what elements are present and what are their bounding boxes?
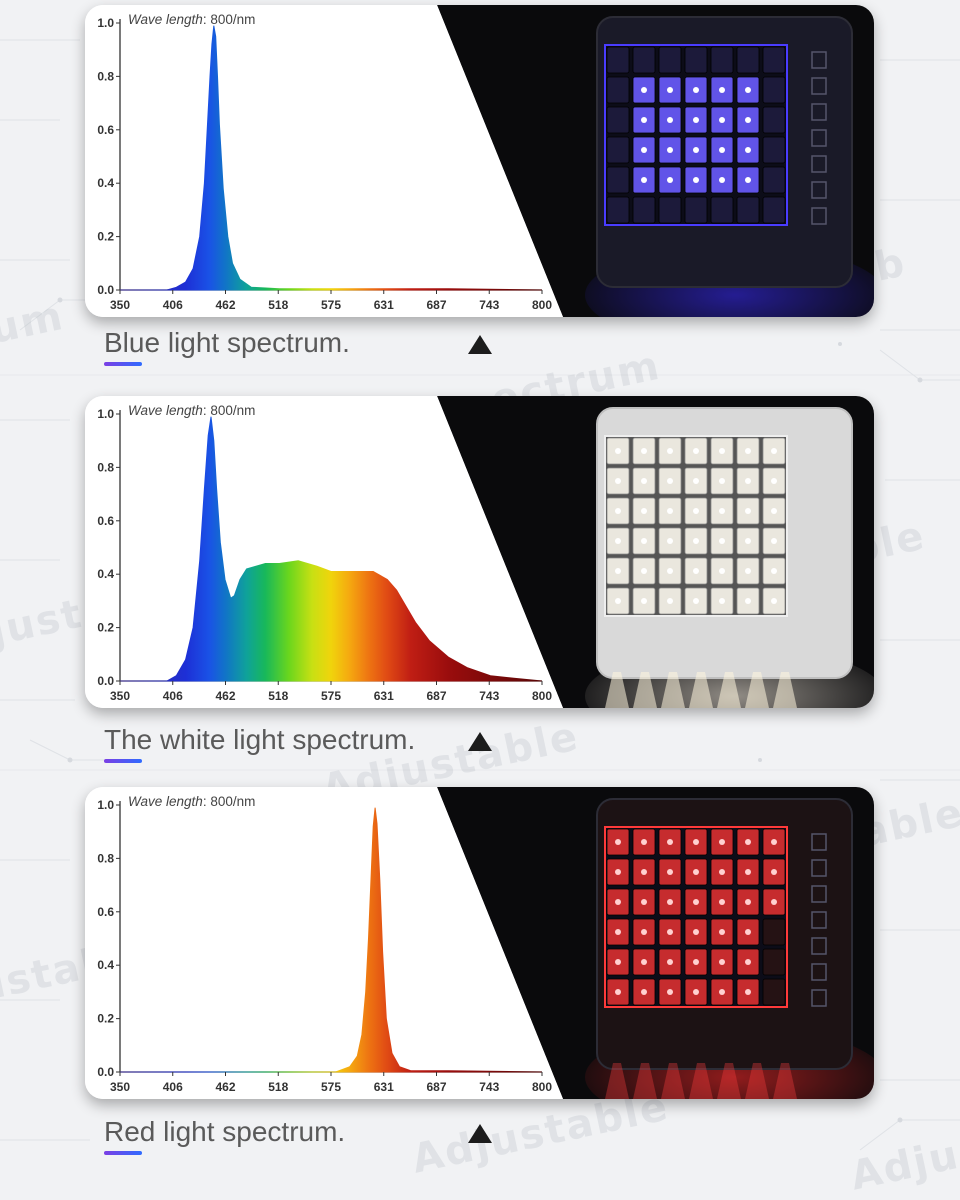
y-tick-label: 0.2 [97, 621, 114, 635]
x-tick-label: 406 [163, 689, 183, 703]
spectrum-chart-red: 0.0 0.2 0.4 0.6 0.8 1.0 350 406 462 518 575 631 687 7… [85, 787, 874, 1099]
caption-red-spectrum: Red light spectrum. [104, 1116, 346, 1147]
spectrum-card-white: 0.0 0.2 0.4 0.6 0.8 1.0 350 406 462 518 575 631 687 7… [85, 396, 874, 708]
spectrum-chart-blue: 0.0 0.2 0.4 0.6 0.8 1.0 350 406 462 518 575 631 687 7… [85, 5, 874, 317]
x-tick-label: 462 [215, 1080, 235, 1094]
x-tick-label: 631 [374, 1080, 394, 1094]
y-tick-label: 0.0 [97, 1065, 114, 1079]
watermark-text: um [0, 292, 69, 354]
y-tick-label: 0.0 [97, 674, 114, 688]
x-tick-label: 462 [215, 689, 235, 703]
x-tick-label: 350 [110, 689, 130, 703]
x-tick-label: 743 [479, 1080, 499, 1094]
y-tick-label: 0.4 [97, 567, 114, 581]
x-tick-label: 350 [110, 298, 130, 312]
x-tick-label: 800 [532, 689, 552, 703]
x-tick-label: 406 [163, 1080, 183, 1094]
spectrum-card-blue: 0.0 0.2 0.4 0.6 0.8 1.0 350 406 462 518 575 631 687 7… [85, 5, 874, 317]
blue-led-grow-light-photo [437, 5, 874, 317]
white-led-grow-light-photo [437, 396, 874, 708]
spectrum-card-red: 0.0 0.2 0.4 0.6 0.8 1.0 350 406 462 518 575 631 687 7… [85, 787, 874, 1099]
x-tick-label: 462 [215, 298, 235, 312]
x-tick-label: 631 [374, 298, 394, 312]
x-tick-label: 575 [321, 298, 341, 312]
x-tick-label: 575 [321, 689, 341, 703]
y-tick-label: 0.4 [97, 958, 114, 972]
x-tick-label: 518 [268, 1080, 288, 1094]
up-triangle-icon [468, 1124, 492, 1143]
caption-white-spectrum: The white light spectrum. [104, 724, 416, 755]
y-tick-label: 0.6 [97, 514, 114, 528]
wave-length-label: Wave length: 800/nm [128, 403, 255, 418]
x-tick-label: 518 [268, 689, 288, 703]
watermark-text: Adjus [846, 1126, 960, 1200]
y-tick-label: 0.8 [97, 460, 114, 474]
red-led-grow-light-photo [437, 787, 874, 1099]
y-tick-label: 0.2 [97, 1012, 114, 1026]
x-tick-label: 743 [479, 298, 499, 312]
y-tick-label: 0.8 [97, 69, 114, 83]
wave-length-label: Wave length: 800/nm [128, 12, 255, 27]
y-tick-label: 0.4 [97, 176, 114, 190]
x-tick-label: 350 [110, 1080, 130, 1094]
y-tick-label: 0.8 [97, 851, 114, 865]
y-tick-label: 1.0 [97, 16, 114, 30]
y-tick-label: 1.0 [97, 407, 114, 421]
y-tick-label: 0.2 [97, 230, 114, 244]
caption-blue-spectrum: Blue light spectrum. [104, 327, 350, 358]
x-tick-label: 687 [426, 1080, 446, 1094]
x-tick-label: 743 [479, 689, 499, 703]
x-tick-label: 631 [374, 689, 394, 703]
x-tick-label: 687 [426, 298, 446, 312]
x-tick-label: 800 [532, 298, 552, 312]
spectrum-area [120, 25, 543, 291]
x-tick-label: 575 [321, 1080, 341, 1094]
spectrum-area [120, 807, 543, 1073]
spectrum-area [120, 416, 543, 682]
y-tick-label: 0.0 [97, 283, 114, 297]
caption-underline [104, 759, 142, 763]
y-tick-label: 1.0 [97, 798, 114, 812]
y-tick-label: 0.6 [97, 123, 114, 137]
y-tick-label: 0.6 [97, 905, 114, 919]
x-tick-label: 687 [426, 689, 446, 703]
up-triangle-icon [468, 335, 492, 354]
caption-underline [104, 1151, 142, 1155]
wave-length-label: Wave length: 800/nm [128, 794, 255, 809]
spectrum-chart-white: 0.0 0.2 0.4 0.6 0.8 1.0 350 406 462 518 575 631 687 7… [85, 396, 874, 708]
x-tick-label: 800 [532, 1080, 552, 1094]
x-tick-label: 518 [268, 298, 288, 312]
watermark-text: just [0, 590, 87, 656]
caption-underline [104, 362, 142, 366]
up-triangle-icon [468, 732, 492, 751]
x-tick-label: 406 [163, 298, 183, 312]
